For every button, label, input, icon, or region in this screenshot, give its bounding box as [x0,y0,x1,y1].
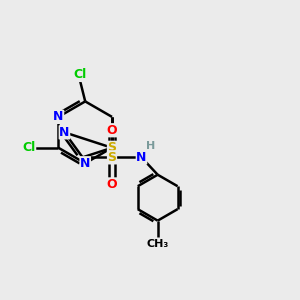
Text: O: O [107,178,117,191]
Text: N: N [59,126,70,139]
Text: S: S [107,151,116,164]
Text: Cl: Cl [73,68,86,81]
Text: CH₃: CH₃ [147,239,169,249]
Text: N: N [80,157,90,170]
Text: H: H [146,141,155,151]
Text: Cl: Cl [22,141,36,154]
Text: O: O [107,124,117,137]
Text: N: N [53,110,64,123]
Text: S: S [107,141,116,154]
Text: N: N [136,151,147,164]
